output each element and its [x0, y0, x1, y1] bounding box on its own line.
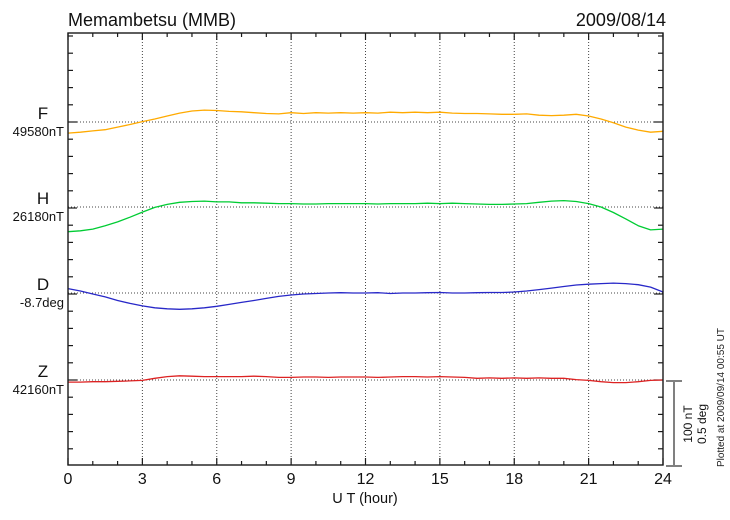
- scale-bar-label-deg: 0.5 deg: [695, 404, 709, 444]
- channel-reference-F: 49580nT: [13, 124, 64, 139]
- channel-label-Z: Z 42160nT: [13, 362, 64, 397]
- channel-letter-F: F: [38, 104, 48, 123]
- channel-reference-Z: 42160nT: [13, 382, 64, 397]
- x-tick-label-18: 18: [505, 471, 523, 488]
- channel-label-D: D -8.7deg: [20, 275, 64, 310]
- trace-F: [67, 109, 664, 134]
- plot-area: 0 3 6 9 12 15 18 21 24: [64, 33, 672, 488]
- x-tick-label-9: 9: [287, 471, 296, 488]
- scale-bar-label-nt: 100 nT: [681, 405, 695, 443]
- trace-Z: [68, 375, 664, 384]
- plot-border: [67, 32, 664, 466]
- x-tick-label-21: 21: [580, 471, 598, 488]
- channel-reference-D: -8.7deg: [20, 295, 64, 310]
- x-tick-label-3: 3: [138, 471, 147, 488]
- x-tick-label-24: 24: [654, 471, 672, 488]
- channel-letter-H: H: [37, 189, 49, 208]
- channel-letter-D: D: [37, 275, 49, 294]
- channel-letter-Z: Z: [38, 362, 48, 381]
- x-tick-label-12: 12: [357, 471, 375, 488]
- plotted-at-footnote: Plotted at 2009/09/14 00:55 UT: [716, 328, 727, 467]
- plot-date: 2009/08/14: [576, 10, 666, 30]
- trace-D: [67, 282, 664, 310]
- x-axis-label: U T (hour): [332, 491, 398, 507]
- channel-label-H: H 26180nT: [13, 189, 64, 224]
- channel-reference-H: 26180nT: [13, 209, 64, 224]
- channel-label-F: F 49580nT: [13, 104, 64, 139]
- x-tick-label-6: 6: [212, 471, 221, 488]
- observatory-title: Memambetsu (MMB): [68, 10, 236, 30]
- x-tick-label-15: 15: [431, 471, 449, 488]
- scale-bar: [666, 380, 682, 467]
- x-tick-label-0: 0: [64, 471, 73, 488]
- trace-H: [67, 199, 664, 233]
